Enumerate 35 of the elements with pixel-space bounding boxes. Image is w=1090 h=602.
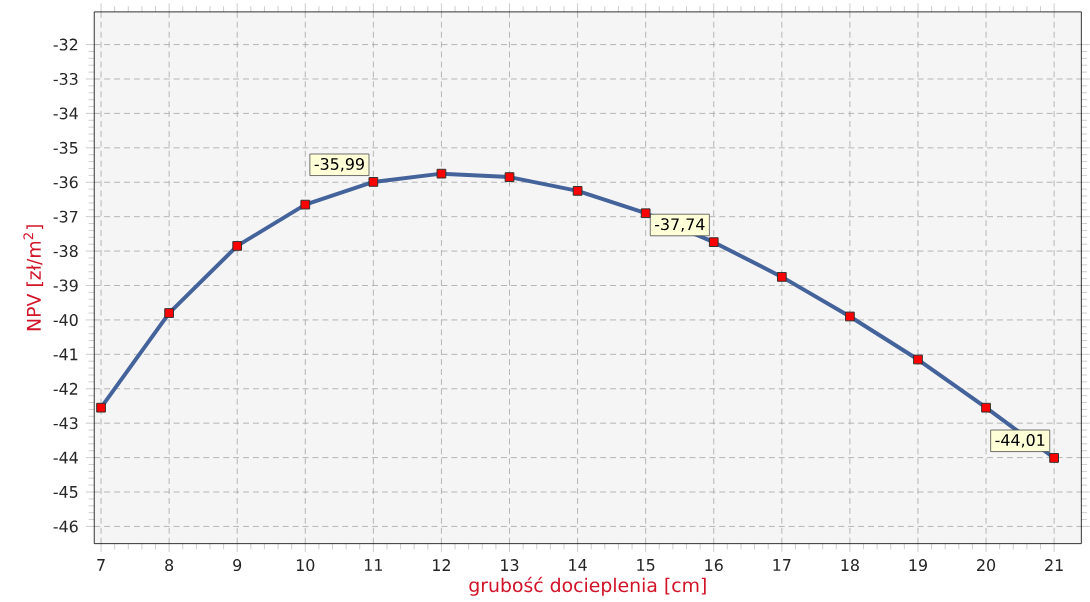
- x-tick-label: 9: [233, 558, 242, 571]
- x-tick-label: 16: [705, 558, 723, 571]
- y-tick-label: -43: [53, 416, 78, 429]
- y-tick-label: -41: [53, 348, 78, 360]
- y-tick-label: -34: [53, 107, 78, 120]
- y-tick-label: -46: [53, 520, 78, 533]
- x-tick-label: 15: [637, 558, 655, 571]
- y-tick-label: -42: [53, 382, 78, 395]
- data-label: -35,99: [314, 157, 364, 172]
- x-tick-label: 17: [773, 558, 791, 571]
- x-tick-label: 10: [296, 558, 315, 571]
- y-tick-label: -40: [53, 313, 78, 326]
- x-tick-label: 19: [909, 558, 927, 571]
- y-tick-label: -36: [53, 176, 78, 189]
- data-label: -44,01: [995, 433, 1045, 448]
- x-tick-label: 20: [977, 558, 996, 571]
- y-tick-label: -32: [53, 38, 78, 51]
- x-tick-label: 8: [165, 558, 174, 571]
- y-tick-label: -38: [53, 244, 78, 257]
- y-tick-label: -33: [53, 72, 78, 85]
- y-axis-title: NPV [zł/m$^{2}$]: [23, 224, 44, 330]
- x-tick-label: 7: [97, 558, 105, 571]
- y-tick-label: -37: [53, 210, 78, 223]
- x-tick-label: 12: [433, 558, 450, 571]
- x-tick-label: 18: [841, 558, 859, 571]
- x-tick-label: 13: [501, 558, 519, 571]
- y-tick-label: -35: [53, 141, 78, 154]
- x-tick-label: 11: [365, 558, 382, 571]
- x-axis-title: grubość docieplenia [cm]: [469, 576, 706, 596]
- data-label: -37,74: [655, 217, 705, 232]
- y-tick-label: -39: [53, 279, 78, 292]
- y-tick-label: -45: [53, 485, 78, 498]
- x-tick-label: 21: [1045, 558, 1063, 571]
- y-tick-label: -44: [53, 451, 78, 464]
- x-tick-label: 14: [569, 558, 587, 571]
